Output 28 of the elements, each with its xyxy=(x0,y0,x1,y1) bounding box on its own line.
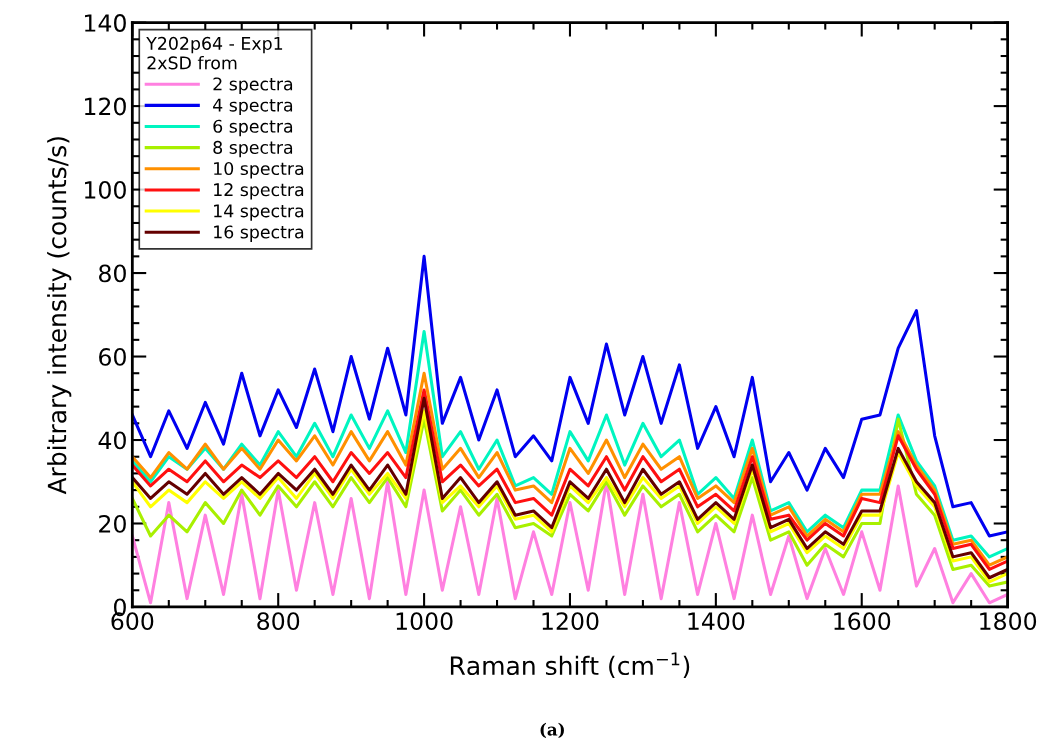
y-tick-label: 80 xyxy=(99,264,126,283)
x-tick-label: 1200 xyxy=(542,612,599,631)
legend-label: 8 spectra xyxy=(213,140,293,158)
y-axis-title: Arbitrary intensity (counts/s) xyxy=(47,137,72,495)
line-series xyxy=(132,480,1008,605)
line-series xyxy=(132,254,1008,538)
x-tick-label: 800 xyxy=(257,612,300,631)
legend-label: 4 spectra xyxy=(213,98,293,116)
legend-label: 2 spectra xyxy=(213,77,293,94)
legend-label: 16 spectra xyxy=(214,225,304,242)
y-tick-label: 140 xyxy=(85,14,126,32)
y-tick-label: 40 xyxy=(98,431,126,450)
y-tick-label: 60 xyxy=(99,347,126,366)
y-tick-label: 20 xyxy=(99,514,126,533)
legend-title: Y202p64 - Exp1 2xSD from xyxy=(146,36,283,70)
x-axis-title: Raman shift (cm$^{−1}$) xyxy=(450,652,690,679)
y-tick-label: 100 xyxy=(85,181,126,199)
legend-label: 14 spectra xyxy=(214,204,304,221)
x-tick-label: 1400 xyxy=(688,612,745,631)
line-series xyxy=(132,329,1008,559)
legend-label: 12 spectra xyxy=(214,183,304,200)
y-tick-label: 120 xyxy=(85,97,126,116)
text: (a) xyxy=(540,722,564,739)
x-tick-label: 1600 xyxy=(834,612,891,631)
legend-label: 6 spectra xyxy=(213,119,293,137)
x-tick-label: 1800 xyxy=(980,612,1037,631)
legend-label: 10 spectra xyxy=(214,161,304,179)
x-tick-label: 1000 xyxy=(396,612,453,631)
